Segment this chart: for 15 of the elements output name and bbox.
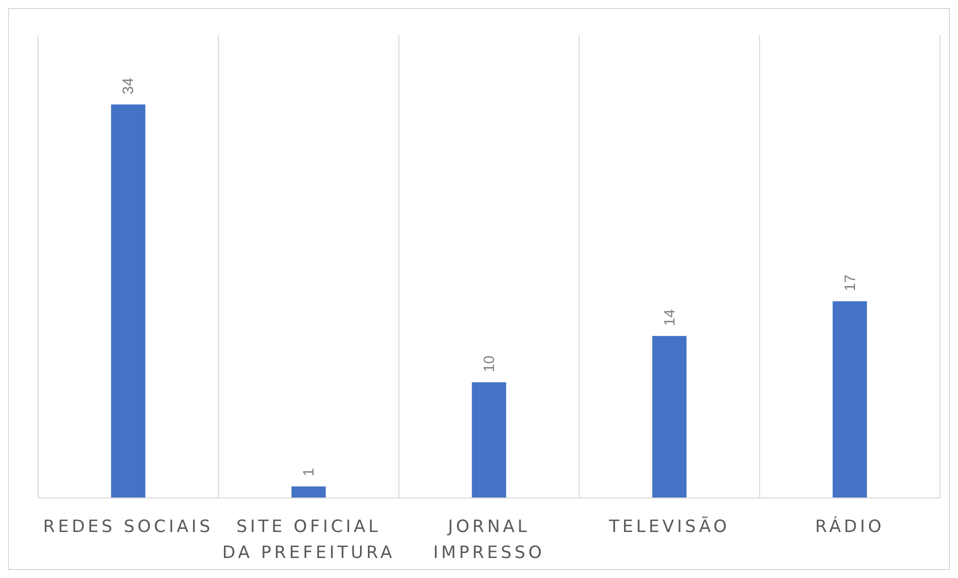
bar [291, 486, 326, 498]
bar [472, 382, 506, 498]
x-tick-label: REDES SOCIAIS [43, 517, 214, 537]
bar [832, 301, 867, 498]
bar [111, 104, 146, 498]
data-label: 1 [300, 468, 318, 476]
x-tick-label: RÁDIO [815, 516, 884, 537]
bar [652, 336, 687, 498]
data-label: 34 [120, 78, 138, 94]
x-tick-label: JORNAL IMPRESSO [433, 517, 545, 563]
x-tick-label: SITE OFICIAL DA PREFEITURA [222, 517, 395, 563]
data-label: 14 [661, 309, 678, 326]
data-label: 17 [842, 274, 859, 292]
x-tick-label: TELEVISÃO [608, 516, 730, 537]
data-label: 10 [481, 356, 498, 372]
